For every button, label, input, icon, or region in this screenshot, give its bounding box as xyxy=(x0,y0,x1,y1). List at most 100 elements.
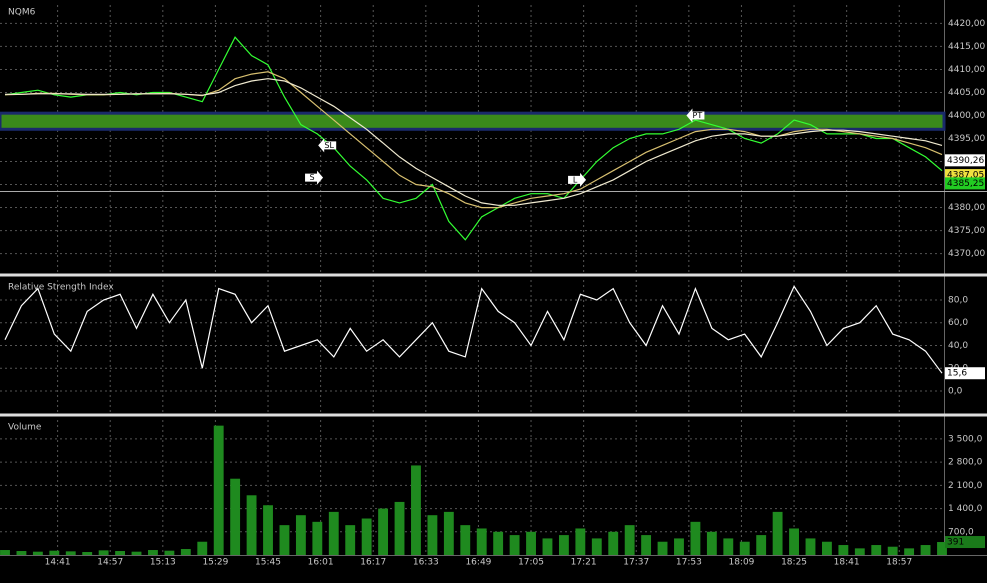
volume-bar xyxy=(411,465,421,555)
volume-bar xyxy=(295,515,306,555)
volume-bar xyxy=(789,528,799,555)
signal-label: S xyxy=(310,173,315,182)
signal-arrow xyxy=(568,172,587,187)
price-marker-label: 4387,05 xyxy=(947,171,984,181)
volume-bar xyxy=(0,550,10,555)
volume-bar xyxy=(476,528,487,555)
volume-bar xyxy=(32,551,43,555)
volume-bar xyxy=(772,511,783,555)
volume-bar xyxy=(361,518,372,555)
y-tick-label: 60,0 xyxy=(948,318,968,328)
volume-bar xyxy=(115,551,126,555)
volume-bar xyxy=(263,505,273,555)
volume-bar xyxy=(641,535,652,555)
volume-bar xyxy=(164,550,175,555)
x-tick-label: 15:45 xyxy=(255,558,281,568)
x-tick-label: 18:57 xyxy=(886,558,912,568)
volume-bar xyxy=(180,549,191,555)
volume-bar xyxy=(345,525,356,555)
y-tick-label: 4405,00 xyxy=(948,88,985,98)
y-tick-label: 4395,00 xyxy=(948,134,985,144)
signal-arrow xyxy=(305,170,324,185)
volume-bar xyxy=(674,538,684,555)
volume-bar xyxy=(443,511,454,555)
x-tick-label: 15:29 xyxy=(202,558,228,568)
volume-bar xyxy=(279,525,290,555)
x-tick-label: 17:05 xyxy=(518,558,544,568)
x-tick-label: 18:25 xyxy=(781,558,807,568)
volume-bar xyxy=(575,528,586,555)
price-marker xyxy=(945,367,985,380)
volume-bar xyxy=(624,525,635,555)
volume-bar xyxy=(493,531,504,555)
price-marker-label: 4385,25 xyxy=(947,179,984,189)
volume-bar xyxy=(131,551,142,555)
y-tick-label: 40,0 xyxy=(948,341,968,351)
volume-bar xyxy=(706,531,717,555)
volume-bar xyxy=(558,535,569,555)
y-tick-label: 80,0 xyxy=(948,296,968,306)
y-tick-label: 4400,00 xyxy=(948,111,985,121)
panel-title: Volume xyxy=(8,423,42,433)
panel-title: Relative Strength Index xyxy=(8,283,114,293)
x-tick-label: 18:09 xyxy=(728,558,754,568)
volume-bar xyxy=(805,538,816,555)
panel-title: NQM6 xyxy=(8,8,36,18)
volume-bar xyxy=(690,521,701,555)
volume-bar xyxy=(460,525,471,555)
volume-bar xyxy=(65,551,76,555)
series-line xyxy=(4,285,943,374)
volume-bar xyxy=(49,550,60,555)
volume-bar xyxy=(213,425,224,555)
x-tick-label: 17:37 xyxy=(623,558,649,568)
price-marker xyxy=(945,154,985,167)
y-tick-label: 3 500,0 xyxy=(948,434,983,444)
y-tick-label: 4370,00 xyxy=(948,249,985,259)
price-marker-label: 15,6 xyxy=(947,369,967,379)
signal-label: L xyxy=(573,175,578,184)
volume-bar xyxy=(328,511,339,555)
signal-label: PT xyxy=(693,111,703,120)
volume-bar xyxy=(509,535,520,555)
x-tick-label: 15:13 xyxy=(150,558,176,568)
volume-bar xyxy=(16,551,27,555)
y-tick-label: 4375,00 xyxy=(948,226,985,236)
volume-bar xyxy=(657,541,668,555)
volume-bar xyxy=(230,478,241,555)
signal-arrow xyxy=(318,138,337,153)
volume-bar xyxy=(821,541,832,555)
y-tick-label: 4415,00 xyxy=(948,42,985,52)
volume-bar xyxy=(854,548,865,555)
x-tick-label: 16:17 xyxy=(360,558,386,568)
volume-bar xyxy=(920,545,931,555)
series-line xyxy=(5,78,943,206)
y-tick-label: 1 400,0 xyxy=(948,504,983,514)
volume-bar xyxy=(427,515,438,555)
x-tick-label: 17:21 xyxy=(571,558,597,568)
volume-bar xyxy=(608,531,619,555)
volume-bar xyxy=(82,552,93,555)
price-marker-label: 391 xyxy=(947,538,964,548)
series-line xyxy=(4,36,943,241)
price-marker-label: 4390,26 xyxy=(947,156,984,166)
volume-bar xyxy=(871,545,882,555)
signal-label: SL xyxy=(324,141,334,150)
volume-bar xyxy=(591,538,602,555)
volume-bar xyxy=(838,545,849,555)
volume-bar xyxy=(756,535,767,555)
volume-bar xyxy=(312,521,323,555)
volume-bar xyxy=(723,538,734,555)
y-tick-label: 4380,00 xyxy=(948,203,985,213)
x-tick-label: 16:01 xyxy=(308,558,334,568)
volume-bar xyxy=(246,495,257,555)
zone-band xyxy=(0,111,946,131)
volume-bar xyxy=(887,546,898,555)
volume-bar xyxy=(526,531,536,555)
x-tick-label: 18:41 xyxy=(834,558,860,568)
volume-bar xyxy=(148,550,158,555)
x-tick-label: 16:33 xyxy=(413,558,439,568)
price-marker xyxy=(945,177,985,190)
y-tick-label: 0,0 xyxy=(948,386,963,396)
